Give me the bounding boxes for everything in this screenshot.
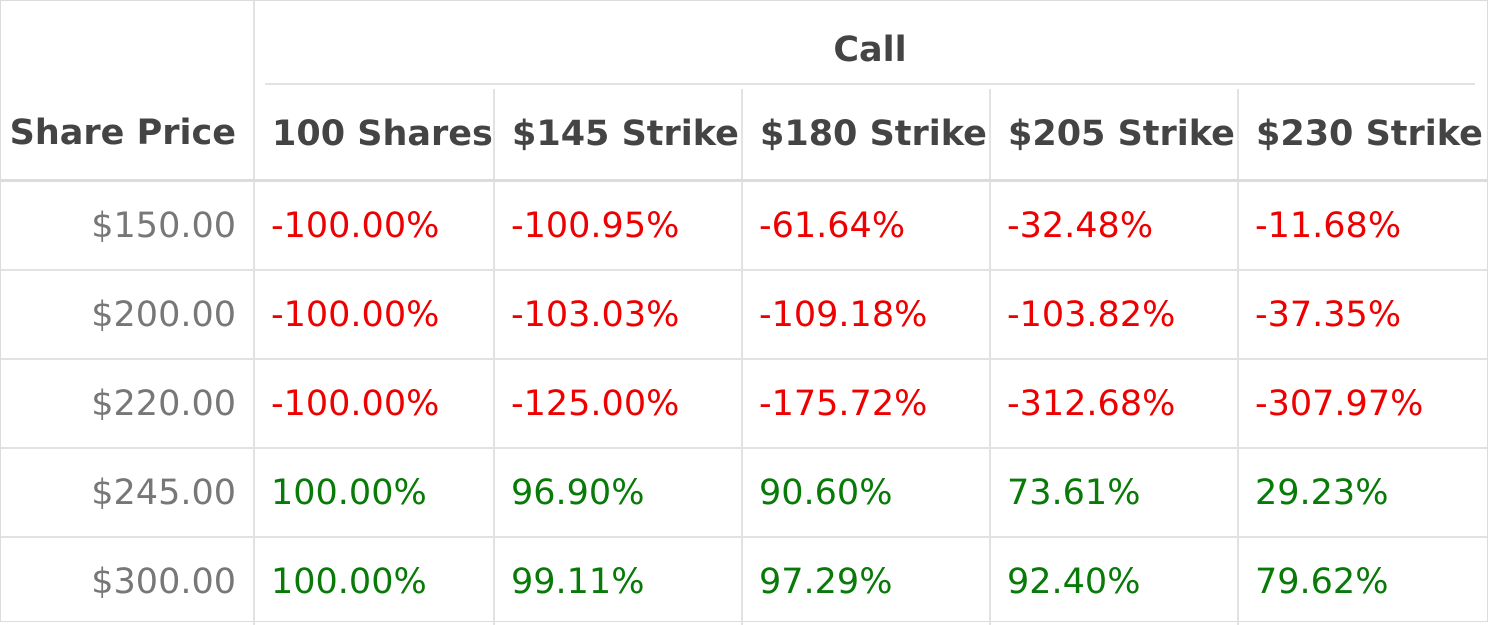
return-cell: -100.00% bbox=[254, 181, 494, 271]
column-header-205-strike: $205 Strike bbox=[990, 89, 1238, 181]
return-cell: 97.29% bbox=[742, 537, 990, 625]
return-cell: 96.90% bbox=[494, 448, 742, 537]
return-cell: -37.35% bbox=[1238, 270, 1487, 359]
table-row: $200.00 -100.00% -103.03% -109.18% -103.… bbox=[1, 270, 1487, 359]
return-cell: -125.00% bbox=[494, 359, 742, 448]
return-cell: 100.00% bbox=[254, 537, 494, 625]
column-header-180-strike: $180 Strike bbox=[742, 89, 990, 181]
return-cell: -11.68% bbox=[1238, 181, 1487, 271]
return-cell: -103.03% bbox=[494, 270, 742, 359]
share-price-cell: $300.00 bbox=[1, 537, 254, 625]
return-cell: -61.64% bbox=[742, 181, 990, 271]
column-header-100-shares: 100 Shares bbox=[254, 89, 494, 181]
return-cell: -32.48% bbox=[990, 181, 1238, 271]
table-row: $150.00 -100.00% -100.95% -61.64% -32.48… bbox=[1, 181, 1487, 271]
share-price-cell: $200.00 bbox=[1, 270, 254, 359]
return-cell: 79.62% bbox=[1238, 537, 1487, 625]
table-row: $245.00 100.00% 96.90% 90.60% 73.61% 29.… bbox=[1, 448, 1487, 537]
share-price-cell: $220.00 bbox=[1, 359, 254, 448]
call-group-label: Call bbox=[265, 5, 1475, 85]
return-cell: -175.72% bbox=[742, 359, 990, 448]
return-cell: 90.60% bbox=[742, 448, 990, 537]
return-cell: -312.68% bbox=[990, 359, 1238, 448]
return-cell: -100.00% bbox=[254, 270, 494, 359]
column-header-145-strike: $145 Strike bbox=[494, 89, 742, 181]
return-cell: 29.23% bbox=[1238, 448, 1487, 537]
return-cell: 100.00% bbox=[254, 448, 494, 537]
share-price-header: Share Price bbox=[1, 1, 254, 181]
table-row: $300.00 100.00% 99.11% 97.29% 92.40% 79.… bbox=[1, 537, 1487, 625]
call-group-header: Call bbox=[254, 1, 1487, 89]
return-cell: -103.82% bbox=[990, 270, 1238, 359]
table-body: $150.00 -100.00% -100.95% -61.64% -32.48… bbox=[1, 181, 1487, 625]
table-header: Share Price Call 100 Shares $145 Strike … bbox=[1, 1, 1487, 181]
return-cell: 99.11% bbox=[494, 537, 742, 625]
return-cell: -307.97% bbox=[1238, 359, 1487, 448]
share-price-cell: $245.00 bbox=[1, 448, 254, 537]
return-cell: 73.61% bbox=[990, 448, 1238, 537]
return-cell: -100.00% bbox=[254, 359, 494, 448]
return-cell: 92.40% bbox=[990, 537, 1238, 625]
column-header-230-strike: $230 Strike bbox=[1238, 89, 1487, 181]
return-cell: -100.95% bbox=[494, 181, 742, 271]
share-price-cell: $150.00 bbox=[1, 181, 254, 271]
table-row: $220.00 -100.00% -125.00% -175.72% -312.… bbox=[1, 359, 1487, 448]
header-row-group: Share Price Call bbox=[1, 1, 1487, 89]
return-cell: -109.18% bbox=[742, 270, 990, 359]
